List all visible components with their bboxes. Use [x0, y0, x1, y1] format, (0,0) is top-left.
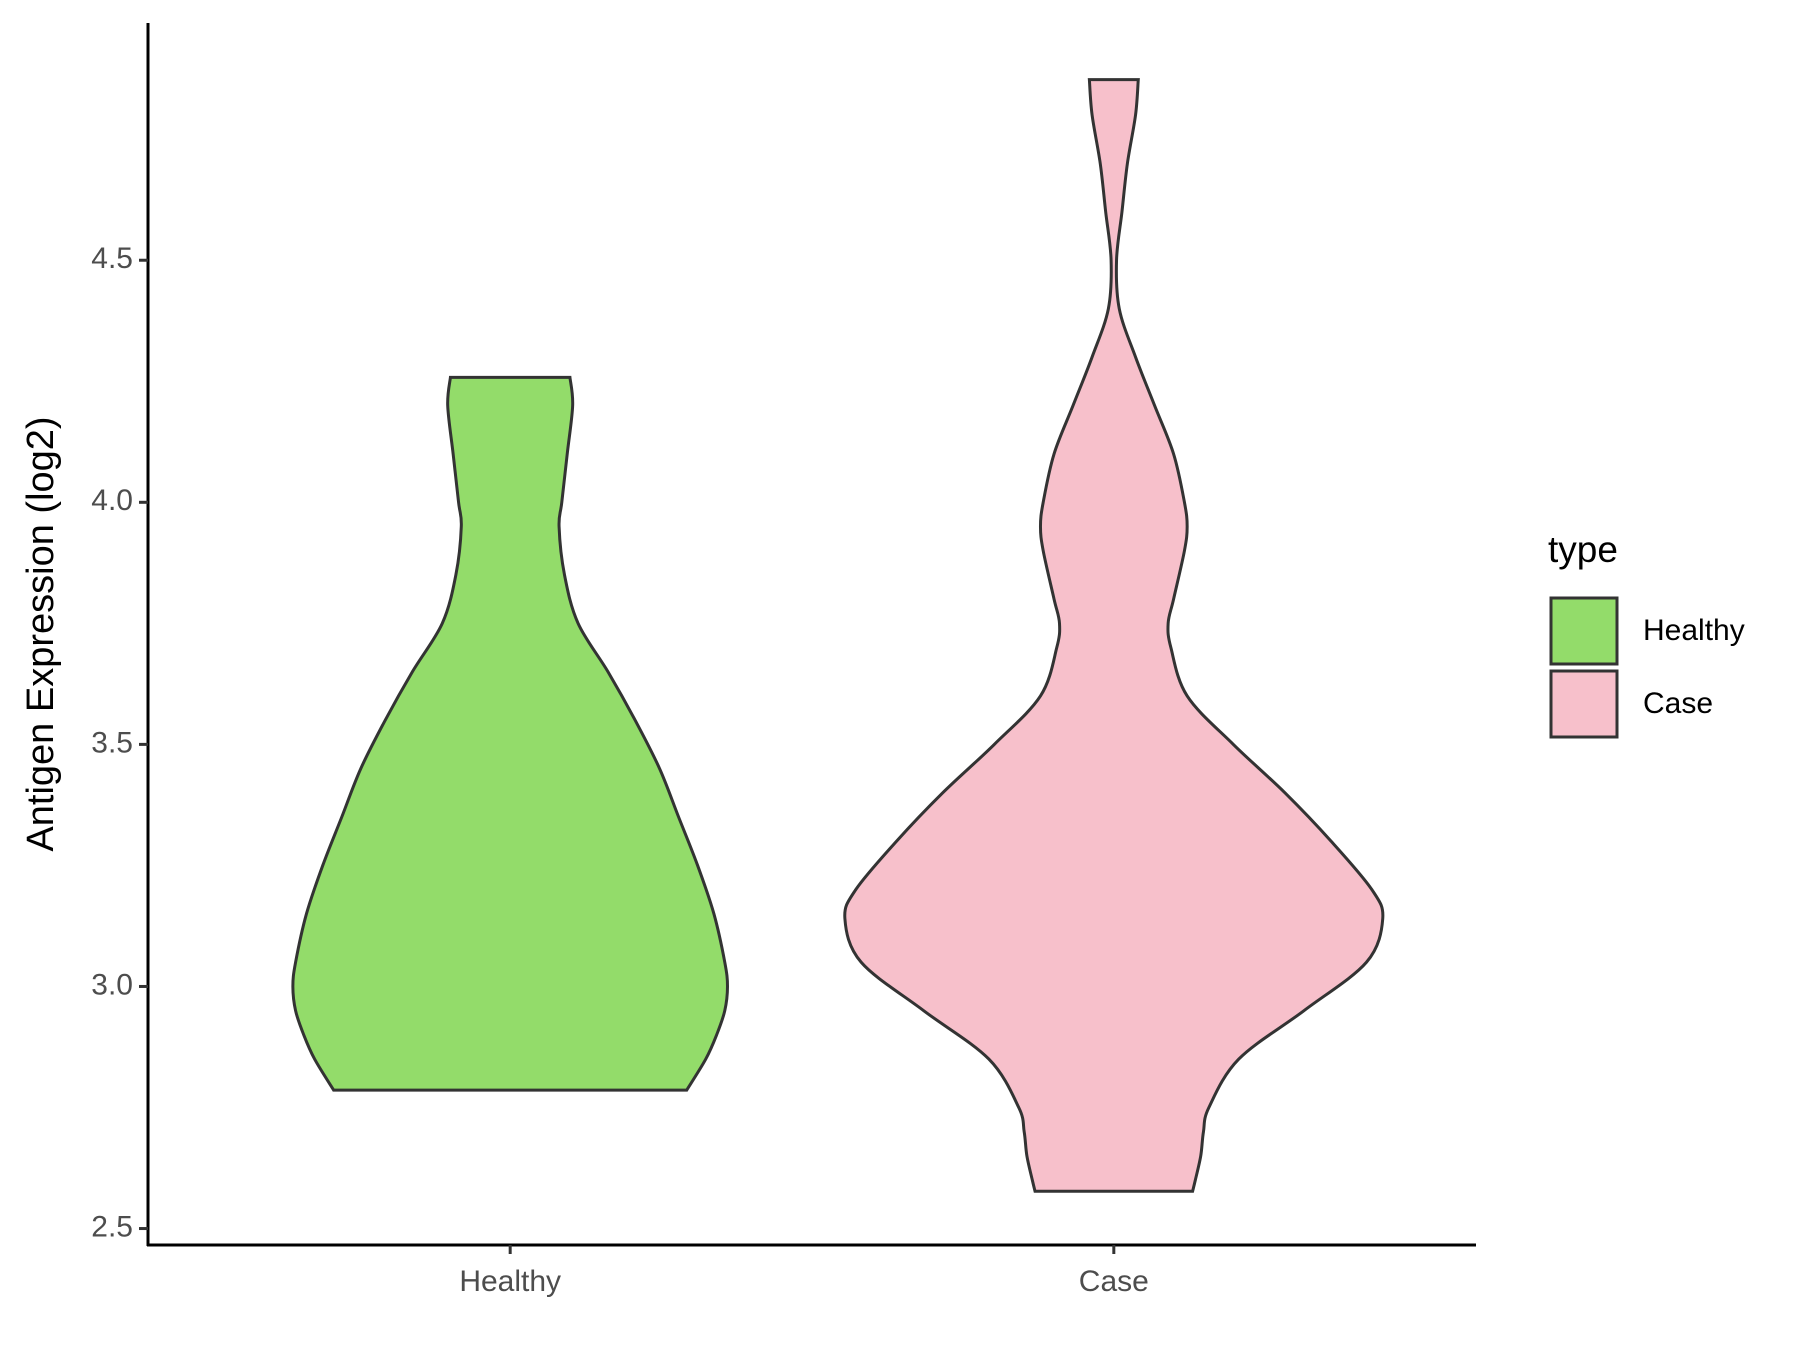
y-axis-label: Antigen Expression (log2) [20, 416, 62, 851]
y-tick-label: 3.0 [91, 968, 133, 1001]
violin [843, 78, 1385, 1193]
violin [291, 375, 729, 1092]
y-tick-label: 4.0 [91, 484, 133, 517]
x-tick-label: Healthy [459, 1265, 561, 1298]
y-tick-label: 3.5 [91, 726, 133, 759]
legend-label: Case [1643, 687, 1713, 720]
y-tick-label: 2.5 [91, 1210, 133, 1243]
y-tick-label: 4.5 [91, 242, 133, 275]
x-tick-label: Case [1079, 1265, 1149, 1298]
legend-title: type [1548, 529, 1618, 570]
legend-key [1549, 669, 1619, 739]
legend-key [1549, 596, 1619, 666]
legend-label: Healthy [1643, 614, 1745, 647]
